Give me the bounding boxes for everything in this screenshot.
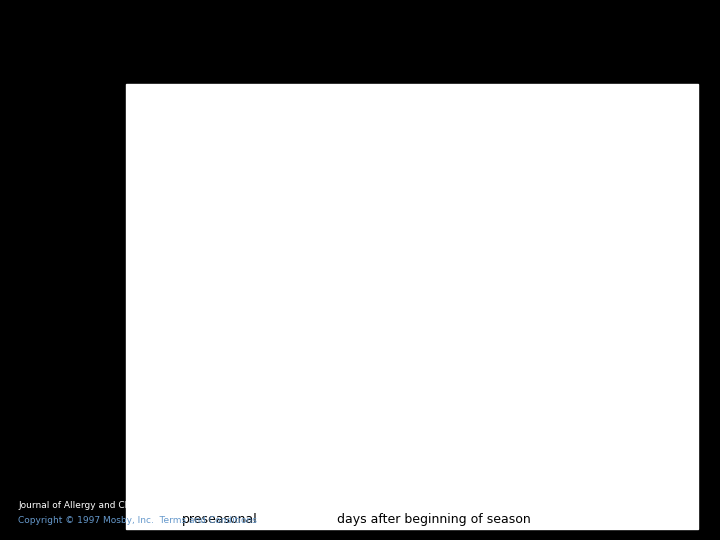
Text: p < 0.001: p < 0.001: [409, 150, 464, 160]
Text: p < 0.001: p < 0.001: [277, 184, 332, 194]
Text: preseasonal: preseasonal: [181, 513, 257, 526]
Text: Fig. 3: Fig. 3: [339, 19, 381, 34]
Y-axis label: Score: Score: [130, 283, 143, 322]
Text: ns: ns: [232, 201, 245, 211]
Text: days after beginning of season: days after beginning of season: [337, 513, 531, 526]
Text: p < 0.001: p < 0.001: [343, 167, 398, 177]
Text: Journal of Allergy and Clinical Immunology 1997 100 158-164 OI: (10. 1016/S0091-: Journal of Allergy and Clinical Immunolo…: [18, 501, 477, 510]
Text: Copyright © 1997 Mosby, Inc.  Terms and Conditions: Copyright © 1997 Mosby, Inc. Terms and C…: [18, 516, 257, 525]
